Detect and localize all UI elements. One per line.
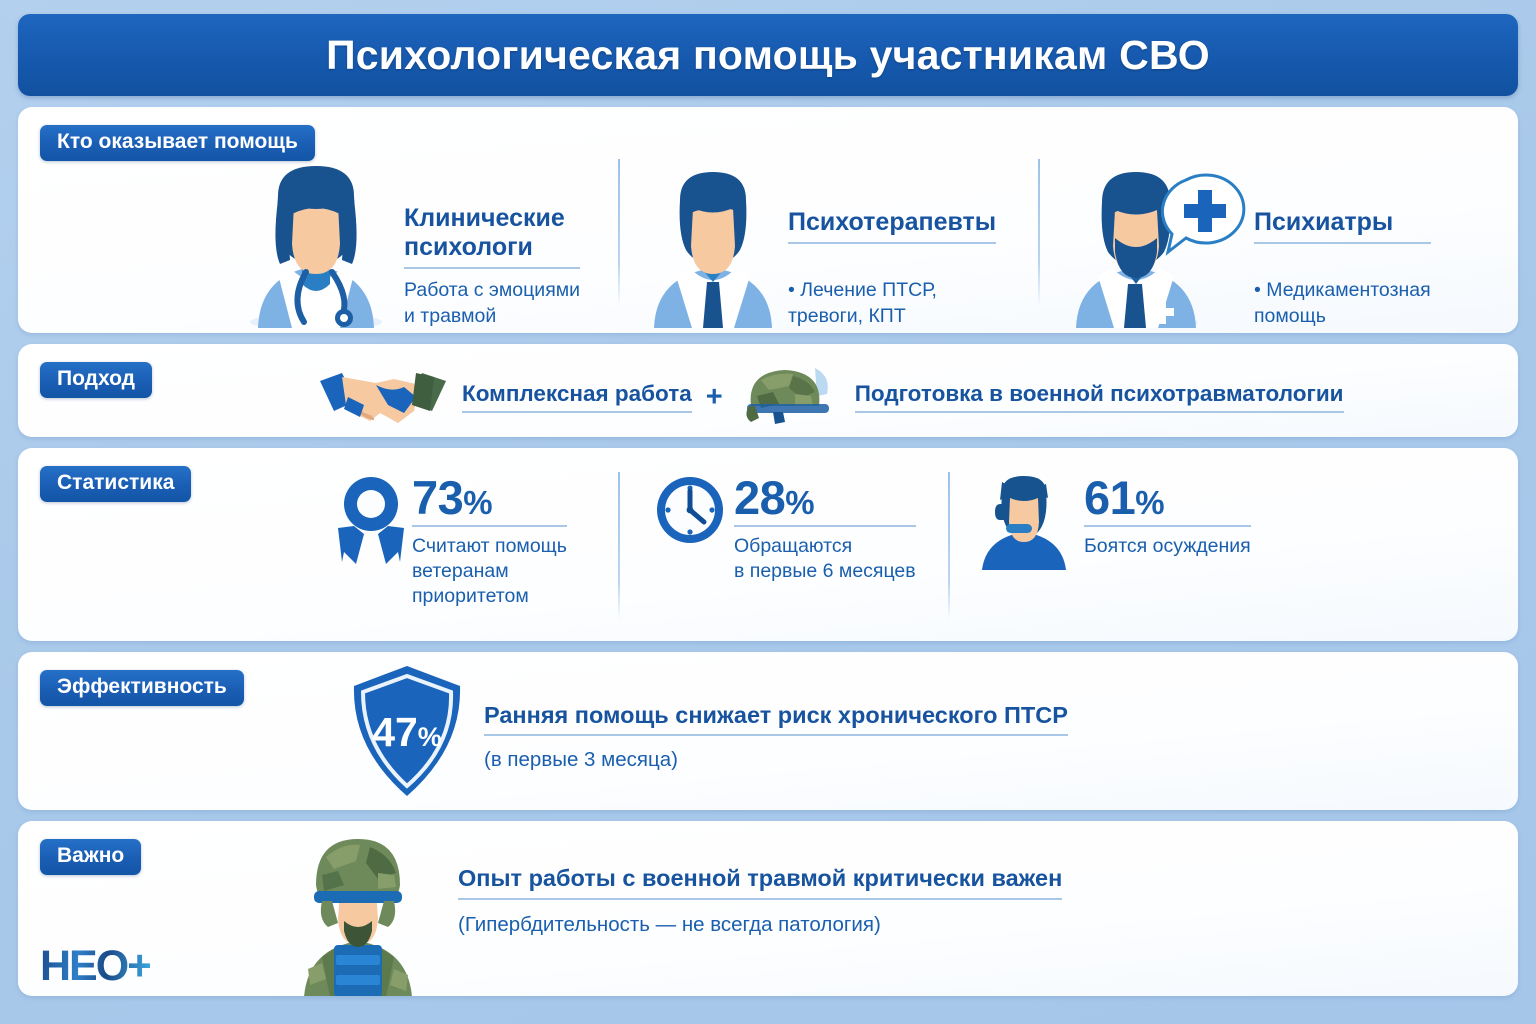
person-headset-icon <box>972 474 1076 575</box>
stat-body-3: 61% Боятся осуждения <box>1084 474 1251 559</box>
clock-icon <box>654 474 726 551</box>
important-subtext: (Гипербдительность — не всегда патология… <box>458 913 881 936</box>
who-detail-text-3: Медикаментозная помощь <box>1254 279 1431 327</box>
page-title: Психологическая помощь участникам СВО <box>326 31 1210 78</box>
stat-unit-1: % <box>463 484 493 521</box>
who-underline-2 <box>788 241 997 244</box>
section-badge-statistics: Статистика <box>40 466 192 503</box>
stat-number-1: 73 <box>412 471 464 524</box>
statistics-row: 73% Считают помощь ветеранам приоритетом <box>318 462 1504 633</box>
svg-text:47%: 47% <box>372 709 442 755</box>
effectiveness-heading: Ранняя помощь снижает риск хронического … <box>484 702 1068 736</box>
section-important: Важно <box>18 821 1518 996</box>
section-badge-who: Кто оказывает помощь <box>40 125 315 162</box>
who-text-1: Клинические психологи Работа с эмоциями … <box>404 204 581 333</box>
who-detail-2: • Лечение ПТСР, тревоги, КПТ <box>788 253 996 329</box>
stat-value-3: 61% <box>1084 474 1251 521</box>
stat-unit-3: % <box>1135 484 1165 521</box>
important-row: Опыт работы с военной травмой критически… <box>278 829 1063 996</box>
who-column-psychotherapists: Психотерапевты • Лечение ПТСР, тревоги, … <box>618 153 1038 333</box>
stat-body-2: 28% Обращаются в первые 6 месяцев <box>734 474 916 584</box>
who-heading-2: Психотерапевты <box>788 207 997 236</box>
bearded-psychiatrist-icon <box>1058 168 1254 333</box>
effectiveness-subtext: (в первые 3 месяца) <box>484 747 678 771</box>
stat-underline-2 <box>734 524 916 527</box>
handshake-icon <box>318 367 448 428</box>
stat-body-1: 73% Считают помощь ветеранам приоритетом <box>412 474 567 609</box>
award-ribbon-icon <box>338 474 404 575</box>
effectiveness-row: 47% Ранняя помощь снижает риск хроническ… <box>348 664 1068 803</box>
column-divider-2 <box>1038 159 1040 307</box>
brand-logo: НЕО+ <box>40 942 152 990</box>
who-underline-3 <box>1254 241 1431 244</box>
section-who-provides-help: Кто оказывает помощь <box>18 107 1518 333</box>
section-statistics: Статистика 73% Считают помощь ветеранам … <box>18 448 1518 641</box>
stat-number-2: 28 <box>734 471 786 524</box>
soldier-icon <box>278 829 438 996</box>
stat-label-2: Обращаются в первые 6 месяцев <box>734 534 916 582</box>
who-column-psychiatrists: Психиатры • Медикаментозная помощь <box>1038 153 1508 333</box>
stat-underline-1 <box>412 524 567 527</box>
important-text: Опыт работы с военной травмой критически… <box>458 829 1063 937</box>
stat-item-1: 73% Считают помощь ветеранам приоритетом <box>318 462 618 633</box>
stat-underline-3 <box>1084 524 1251 527</box>
who-underline-1 <box>404 267 581 270</box>
male-therapist-icon <box>638 168 788 333</box>
who-heading-3: Психиатры <box>1254 207 1394 236</box>
shield-value: 47 <box>372 709 418 755</box>
section-badge-approach: Подход <box>40 362 153 399</box>
shield-unit: % <box>418 722 442 752</box>
stat-label-1: Считают помощь ветеранам приоритетом <box>412 534 567 607</box>
who-detail-3: • Медикаментозная помощь <box>1254 253 1431 329</box>
stat-item-3: 61% Боятся осуждения <box>948 462 1308 633</box>
stat-item-2: 28% Обращаются в первые 6 месяцев <box>618 462 948 633</box>
stat-divider-2 <box>948 472 950 620</box>
column-divider-1 <box>618 159 620 307</box>
effectiveness-text: Ранняя помощь снижает риск хронического … <box>484 696 1068 772</box>
section-badge-effectiveness: Эффективность <box>40 670 244 707</box>
bullet-dot-2: • <box>788 279 801 302</box>
who-detail-1: Работа с эмоциями и травмой <box>404 279 581 327</box>
approach-left-label: Комплексная работа <box>462 381 692 413</box>
section-badge-important: Важно <box>40 839 142 876</box>
who-columns: Клинические психологи Работа с эмоциями … <box>18 153 1518 333</box>
approach-row: Комплексная работа + Подготовка в военно… <box>318 366 1344 429</box>
shield-icon: 47% <box>348 664 466 803</box>
section-approach: Подход Комплексная работа + <box>18 344 1518 437</box>
stat-value-1: 73% <box>412 474 567 521</box>
stat-divider-1 <box>618 472 620 620</box>
who-text-3: Психиатры • Медикаментозная помощь <box>1254 208 1431 333</box>
female-psychologist-icon <box>228 160 404 333</box>
bullet-dot-3: • <box>1254 279 1267 302</box>
stat-value-2: 28% <box>734 474 916 521</box>
approach-plus: + <box>705 380 723 413</box>
who-column-clinical-psychologists: Клинические психологи Работа с эмоциями … <box>18 153 618 333</box>
stat-number-3: 61 <box>1084 471 1136 524</box>
approach-left-text: Комплексная работа <box>462 381 692 413</box>
infographic-page: Психологическая помощь участникам СВО Кт… <box>18 14 1518 1010</box>
stat-label-3: Боятся осуждения <box>1084 534 1251 557</box>
helmet-icon <box>737 366 841 429</box>
approach-right-text: Подготовка в военной психотравматологии <box>854 381 1344 413</box>
who-heading-1: Клинические психологи <box>404 204 565 262</box>
section-effectiveness: Эффективность 47% Ранняя помощь снижает … <box>18 652 1518 810</box>
title-bar: Психологическая помощь участникам СВО <box>18 14 1518 96</box>
who-text-2: Психотерапевты • Лечение ПТСР, тревоги, … <box>788 207 997 333</box>
stat-unit-2: % <box>785 484 815 521</box>
approach-right-label: Подготовка в военной психотравматологии <box>854 381 1344 413</box>
who-detail-text-2: Лечение ПТСР, тревоги, КПТ <box>788 279 937 327</box>
important-heading: Опыт работы с военной травмой критически… <box>458 865 1063 900</box>
